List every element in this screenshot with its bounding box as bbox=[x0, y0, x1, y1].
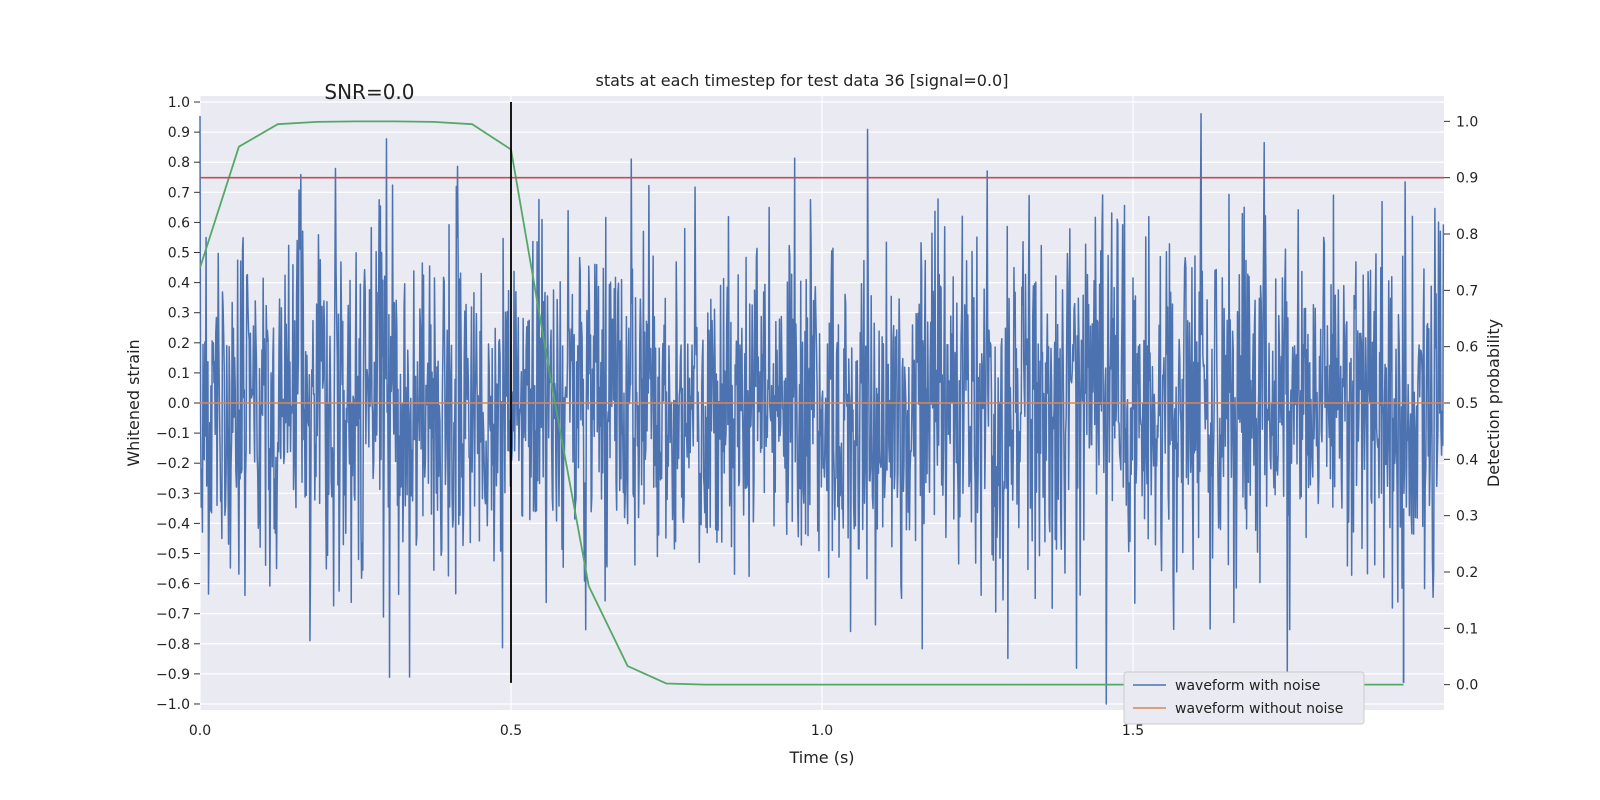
left-tick-label: 0.4 bbox=[168, 276, 190, 292]
x-tick-label: 0.0 bbox=[189, 723, 211, 739]
right-tick-label: 0.5 bbox=[1456, 396, 1478, 412]
left-tick-label: 0.5 bbox=[168, 246, 190, 262]
y-axis-label: Whitened strain bbox=[124, 339, 143, 466]
right-tick-label: 0.0 bbox=[1456, 678, 1478, 694]
left-tick-label: −0.6 bbox=[156, 577, 190, 593]
snr-annotation: SNR=0.0 bbox=[324, 80, 414, 104]
legend-label-noisy: waveform with noise bbox=[1175, 678, 1320, 694]
right-tick-label: 0.8 bbox=[1456, 227, 1478, 243]
right-tick-label: 0.6 bbox=[1456, 340, 1478, 356]
chart-title: stats at each timestep for test data 36 … bbox=[596, 71, 1009, 90]
left-tick-label: −0.4 bbox=[156, 516, 190, 532]
right-tick-label: 0.3 bbox=[1456, 509, 1478, 525]
left-tick-label: 0.3 bbox=[168, 306, 190, 322]
left-tick-label: −0.1 bbox=[156, 426, 190, 442]
right-tick-label: 0.9 bbox=[1456, 171, 1478, 187]
left-tick-label: −0.8 bbox=[156, 637, 190, 653]
right-axis: 1.0 0.9 0.8 0.7 0.6 0.5 0.4 0.3 0.2 0.1 0.0 bbox=[1444, 114, 1478, 694]
right-tick-label: 0.1 bbox=[1456, 621, 1478, 637]
left-tick-label: −0.2 bbox=[156, 456, 190, 472]
x-tick-label: 1.0 bbox=[811, 723, 833, 739]
left-axis: 1.0 0.9 0.8 0.7 0.6 0.5 0.4 0.3 0.2 0.1 0.0 −0.1 −0.… bbox=[156, 95, 200, 713]
right-tick-label: 1.0 bbox=[1456, 114, 1478, 130]
left-tick-label: −0.9 bbox=[156, 667, 190, 683]
left-tick-label: 0.1 bbox=[168, 366, 190, 382]
right-tick-label: 0.7 bbox=[1456, 283, 1478, 299]
x-tick-label: 0.5 bbox=[500, 723, 522, 739]
right-tick-label: 0.4 bbox=[1456, 452, 1478, 468]
left-tick-label: 0.0 bbox=[168, 396, 190, 412]
left-tick-label: 0.7 bbox=[168, 185, 190, 201]
x-axis-label: Time (s) bbox=[788, 748, 854, 767]
left-tick-label: −1.0 bbox=[156, 697, 190, 713]
left-tick-label: −0.7 bbox=[156, 607, 190, 623]
left-tick-label: 0.8 bbox=[168, 155, 190, 171]
left-tick-label: −0.3 bbox=[156, 486, 190, 502]
noisy-waveform-line bbox=[199, 112, 1445, 705]
noisy-waveform-series bbox=[199, 112, 1445, 705]
left-tick-label: −0.5 bbox=[156, 546, 190, 562]
reference-lines bbox=[200, 102, 1444, 683]
legend: waveform with noise waveform without noi… bbox=[1123, 671, 1365, 725]
left-tick-label: 1.0 bbox=[168, 95, 190, 111]
right-tick-label: 0.2 bbox=[1456, 565, 1478, 581]
left-tick-label: 0.9 bbox=[168, 125, 190, 141]
y2-axis-label: Detection probability bbox=[1484, 319, 1503, 487]
legend-box bbox=[1123, 671, 1365, 725]
x-tick-label: 1.5 bbox=[1122, 723, 1144, 739]
left-tick-label: 0.6 bbox=[168, 215, 190, 231]
left-tick-label: 0.2 bbox=[168, 336, 190, 352]
legend-label-clean: waveform without noise bbox=[1175, 701, 1343, 717]
x-axis: 0.0 0.5 1.0 1.5 bbox=[189, 723, 1144, 739]
